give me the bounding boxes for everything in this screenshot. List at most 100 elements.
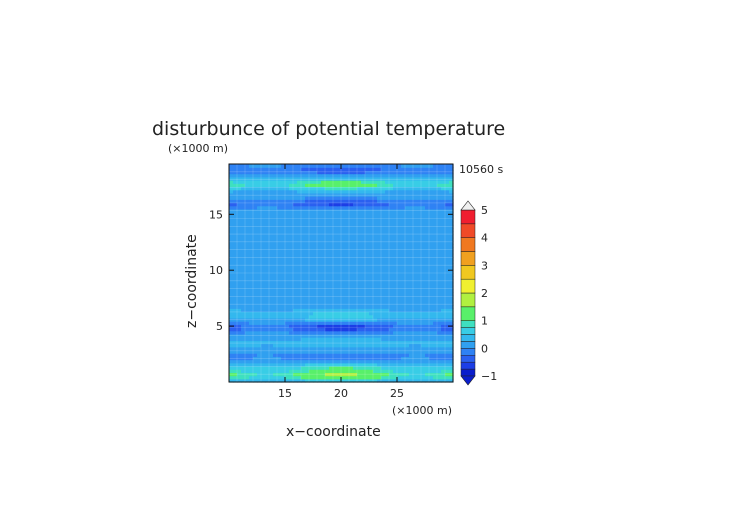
heatmap-cell (245, 359, 250, 364)
heatmap-cell (233, 186, 238, 191)
heatmap-cell (381, 317, 386, 322)
heatmap-cell (325, 311, 330, 316)
heatmap-cell (249, 330, 254, 335)
heatmap-cell (389, 247, 394, 252)
heatmap-cell (421, 208, 426, 213)
heatmap-cell (381, 273, 386, 277)
heatmap-cell (245, 285, 250, 290)
heatmap-cell (373, 212, 378, 216)
heatmap-cell (413, 378, 418, 383)
heatmap-cell (337, 289, 342, 293)
heatmap-cell (425, 330, 430, 335)
heatmap-cell (405, 279, 410, 284)
heatmap-cell (257, 186, 262, 191)
heatmap-cell (297, 199, 302, 204)
heatmap-cell (349, 263, 354, 268)
heatmap-cell (253, 356, 258, 361)
heatmap-cell (229, 327, 234, 332)
heatmap-cell (345, 260, 350, 264)
heatmap-cell (261, 343, 266, 348)
heatmap-cell (373, 215, 378, 220)
heatmap-cell (409, 247, 414, 252)
heatmap-cell (413, 266, 418, 271)
heatmap-cell (273, 260, 278, 264)
heatmap-cell (425, 324, 430, 329)
heatmap-cell (293, 231, 298, 236)
heatmap-cell (249, 173, 254, 178)
heatmap-cell (329, 186, 334, 191)
heatmap-cell (373, 292, 378, 297)
heatmap-cell (261, 250, 266, 255)
heatmap-cell (365, 314, 370, 319)
heatmap-cell (449, 196, 454, 200)
heatmap-cell (313, 292, 318, 297)
heatmap-cell (293, 176, 298, 181)
heatmap-cell (237, 340, 242, 345)
heatmap-cell (361, 186, 366, 191)
colorbar-segment (460, 320, 476, 328)
heatmap-cell (365, 167, 370, 172)
heatmap-cell (425, 199, 430, 204)
heatmap-cell (417, 215, 422, 220)
heatmap-cell (357, 273, 362, 277)
heatmap-cell (253, 282, 258, 287)
heatmap-cell (329, 273, 334, 277)
heatmap-cell (293, 167, 298, 172)
heatmap-cell (317, 356, 322, 361)
heatmap-cell (349, 285, 354, 290)
heatmap-cell (317, 276, 322, 281)
heatmap-cell (393, 260, 398, 264)
heatmap-cell (321, 224, 326, 229)
heatmap-cell (421, 324, 426, 329)
heatmap-cell (317, 173, 322, 178)
heatmap-cell (325, 372, 330, 377)
heatmap-cell (413, 324, 418, 329)
heatmap-cell (433, 292, 438, 297)
heatmap-cell (385, 279, 390, 284)
heatmap-cell (325, 180, 330, 184)
heatmap-cell (277, 199, 282, 204)
heatmap-cell (241, 237, 246, 242)
heatmap-cell (361, 250, 366, 255)
heatmap-cell (353, 321, 358, 325)
heatmap-cell (309, 269, 314, 274)
heatmap-cell (325, 221, 330, 226)
heatmap-cell (397, 282, 402, 287)
heatmap-cell (353, 333, 358, 338)
heatmap-cell (257, 279, 262, 284)
heatmap-cell (361, 359, 366, 364)
heatmap-cell (421, 186, 426, 191)
heatmap-cell (361, 295, 366, 300)
heatmap-cell (253, 378, 258, 383)
heatmap-cell (301, 228, 306, 232)
heatmap-cell (249, 250, 254, 255)
heatmap-cell (353, 362, 358, 367)
heatmap-cell (269, 273, 274, 277)
heatmap-cell (233, 244, 238, 248)
heatmap-cell (281, 321, 286, 325)
heatmap-cell (349, 349, 354, 354)
heatmap-cell (265, 263, 270, 268)
heatmap-cell (417, 324, 422, 329)
heatmap-cell (245, 250, 250, 255)
heatmap-cell (349, 343, 354, 348)
heatmap-cell (421, 317, 426, 322)
heatmap-cell (321, 250, 326, 255)
heatmap-cell (365, 317, 370, 322)
heatmap-cell (253, 164, 258, 168)
heatmap-cell (313, 170, 318, 175)
heatmap-cell (301, 308, 306, 313)
heatmap-cell (241, 176, 246, 181)
heatmap-cell (413, 253, 418, 258)
heatmap-cell (237, 208, 242, 213)
heatmap-cell (333, 221, 338, 226)
heatmap-cell (261, 337, 266, 341)
heatmap-cell (273, 221, 278, 226)
heatmap-cell (245, 253, 250, 258)
heatmap-cell (273, 282, 278, 287)
heatmap-cell (341, 324, 346, 329)
heatmap-cell (349, 186, 354, 191)
heatmap-cell (421, 333, 426, 338)
heatmap-cell (285, 365, 290, 370)
heatmap-cell (441, 321, 446, 325)
